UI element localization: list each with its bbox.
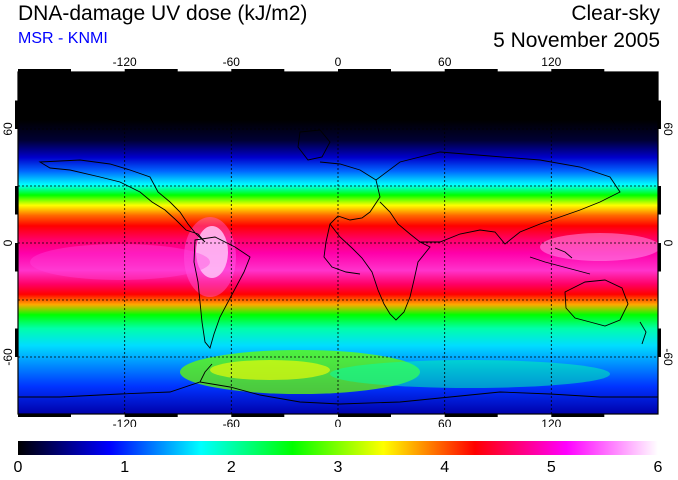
sky-condition-label: Clear-sky [571,2,660,25]
lon-ticks-top: -120 -60 0 60 120 [113,55,562,69]
coastlines [18,129,658,405]
lon-tick-label: 120 [541,417,561,427]
colorbar-label: 4 [440,459,450,476]
lon-ticks-bottom: -120 -60 0 60 120 [113,417,562,427]
colorbar-label: 1 [120,459,130,476]
lat-tick-label: 60 [661,122,675,136]
frame-scale-bars [15,69,661,417]
source-label: MSR - KNMI [18,30,108,47]
lat-tick-label: -60 [661,348,675,366]
uv-dose-map: -120 -60 0 60 120 -120 -60 0 60 120 60 0… [1,55,675,427]
lon-tick-label: -120 [113,417,137,427]
chart-title: DNA-damage UV dose (kJ/m2) [18,2,308,25]
lat-ticks-left: 60 0 -60 [1,122,15,366]
lat-tick-label: 0 [1,239,15,246]
lon-tick-label: 0 [335,417,342,427]
lon-tick-label: 60 [438,55,452,69]
lon-tick-label: -60 [223,417,241,427]
colorbar [18,441,658,455]
colorbar-label: 2 [226,459,236,476]
date-label: 5 November 2005 [493,29,660,52]
colorbar-label: 3 [333,459,343,476]
lat-tick-label: 0 [661,240,675,247]
gridlines [18,72,658,414]
lon-tick-label: 60 [438,417,452,427]
lat-tick-label: 60 [1,122,15,136]
lat-tick-label: -60 [1,348,15,366]
lat-ticks-right: 60 0 -60 [661,122,675,366]
lon-tick-label: -60 [223,55,241,69]
colorbar-label: 5 [546,459,556,476]
lon-tick-label: 0 [335,55,342,69]
colorbar-label: 6 [653,459,663,476]
lon-tick-label: 120 [541,55,561,69]
lon-tick-label: -120 [113,55,137,69]
colorbar-label: 0 [13,459,23,476]
